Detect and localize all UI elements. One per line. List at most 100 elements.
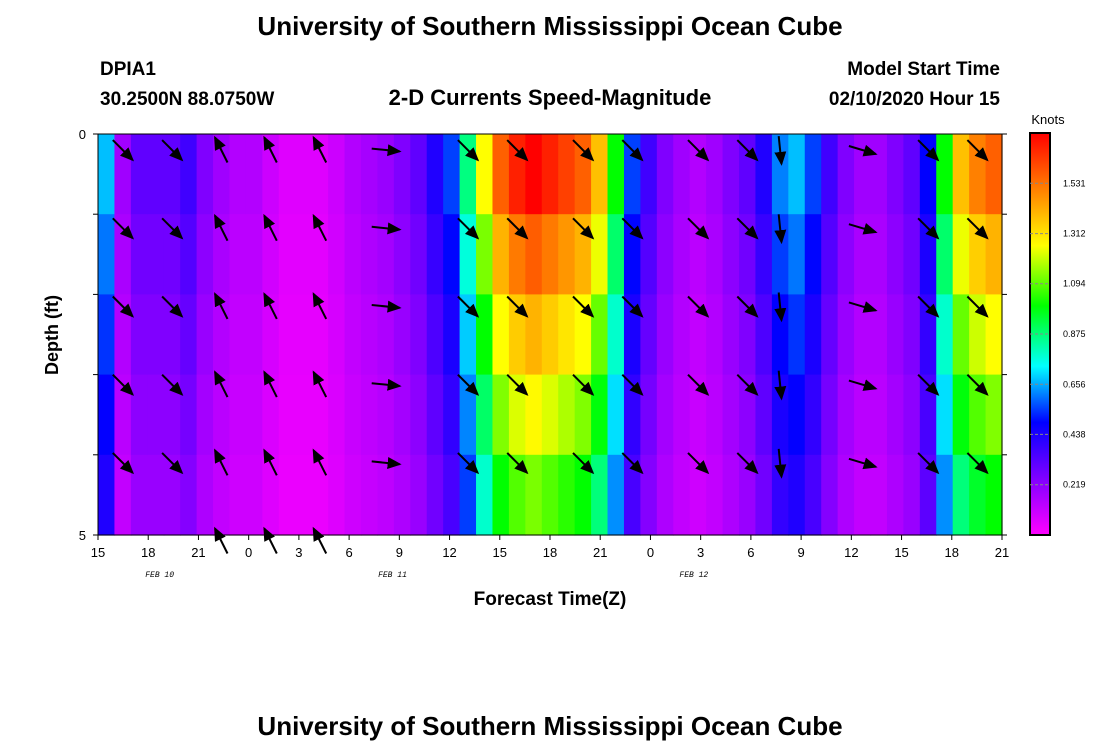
heatmap-cell	[656, 294, 674, 376]
heatmap-cell	[114, 214, 132, 295]
heatmap-cell	[903, 134, 921, 215]
current-arrow	[917, 452, 940, 475]
heatmap-cell	[558, 374, 576, 456]
heatmap-cell	[311, 214, 329, 295]
heatmap-cell	[640, 134, 658, 215]
heatmap-cell	[985, 214, 1003, 295]
heatmap-cell	[163, 374, 181, 456]
current-arrow	[161, 373, 184, 396]
chart-subtitle: 2-D Currents Speed-Magnitude	[389, 85, 712, 110]
heatmap-cell	[393, 134, 411, 215]
y-tick-label: 0	[79, 127, 86, 142]
current-arrow	[214, 135, 229, 163]
current-arrow	[457, 295, 480, 318]
heatmap-cell	[295, 454, 313, 536]
heatmap-cell	[837, 374, 855, 456]
heatmap-cell	[689, 134, 707, 215]
heatmap-cell	[607, 294, 625, 376]
heatmap-cell	[919, 134, 937, 215]
heatmap-cell	[410, 134, 428, 215]
heatmap-cell	[377, 294, 395, 376]
heatmap-cell	[476, 134, 494, 215]
heatmap-cell	[180, 134, 198, 215]
heatmap-cell	[689, 214, 707, 295]
heatmap-cell	[870, 454, 888, 536]
current-arrow	[736, 373, 759, 396]
current-arrow	[774, 292, 787, 323]
current-arrow	[848, 379, 878, 391]
x-tick-label: 15	[894, 545, 908, 560]
heatmap-cell	[623, 134, 641, 215]
heatmap-cell	[558, 214, 576, 295]
heatmap-cell	[508, 454, 526, 536]
heatmap-cell	[311, 134, 329, 215]
heatmap-cell	[722, 454, 740, 536]
heatmap-cell	[656, 374, 674, 456]
heatmap-cell	[245, 134, 263, 215]
heatmap-cell	[229, 374, 247, 456]
heatmap-cell	[919, 454, 937, 536]
current-arrow	[848, 144, 878, 157]
x-tick-label: 21	[593, 545, 607, 560]
heatmap-cell	[804, 294, 822, 376]
heatmap-cell	[245, 374, 263, 456]
current-arrow	[572, 217, 595, 240]
heatmap-cell	[788, 374, 806, 456]
current-arrow	[621, 295, 644, 318]
heatmap-cell	[459, 374, 477, 456]
heatmap-cell	[328, 454, 346, 536]
x-axis: 15 18 21 0 3 6 9 12 15 18 21 0 3 6 9 12 15 18 21	[91, 535, 1009, 560]
current-arrow	[112, 373, 135, 396]
colorbar-tick-label: 1.531	[1063, 178, 1086, 188]
heatmap-cell	[196, 374, 214, 456]
heatmap-cell	[377, 214, 395, 295]
current-arrow	[736, 452, 759, 475]
heatmap-cell	[952, 214, 970, 295]
x-tick-label: 12	[442, 545, 456, 560]
heatmap-cell	[722, 214, 740, 295]
heatmap-cell	[360, 294, 379, 376]
heatmap-cell	[262, 134, 280, 215]
heatmap-cell	[196, 214, 214, 295]
heatmap-cell	[574, 134, 592, 215]
colorbar-ticks: 1.531 1.312 1.094 0.875 0.656 0.438 0.219	[1030, 178, 1086, 490]
heatmap-cell	[837, 134, 855, 215]
heatmap-cell	[278, 454, 296, 536]
current-arrow	[371, 144, 402, 157]
colorbar-tick-label: 0.219	[1063, 480, 1086, 490]
current-arrow	[457, 217, 480, 240]
heatmap-cell	[114, 454, 132, 536]
current-arrow	[506, 295, 529, 318]
x-tick-label: 0	[245, 545, 252, 560]
current-arrow	[687, 139, 710, 162]
heatmap-cell	[788, 134, 806, 215]
x-tick-label: 9	[396, 545, 403, 560]
heatmap-cell	[607, 374, 625, 456]
current-arrow	[848, 223, 878, 235]
current-arrow	[917, 295, 940, 318]
heatmap-cell	[163, 134, 181, 215]
x-tick-label: 6	[747, 545, 754, 560]
heatmap-cell	[443, 134, 461, 215]
heatmap-cell	[295, 134, 313, 215]
heatmap-cell	[344, 134, 362, 215]
current-arrow	[214, 448, 229, 476]
heatmap-cell	[344, 454, 362, 536]
heatmap-cell	[821, 134, 839, 215]
heatmap-cell	[360, 134, 379, 215]
heatmap-cell	[886, 134, 904, 215]
heatmap-cell	[886, 294, 904, 376]
heatmap-cell	[821, 294, 839, 376]
current-arrow	[506, 452, 529, 475]
current-arrow	[263, 370, 278, 398]
heatmap-cell	[426, 134, 444, 215]
current-arrow	[457, 452, 480, 475]
heatmap-cell	[278, 294, 296, 376]
heatmap-cell	[213, 214, 231, 295]
heatmap-cell	[936, 134, 954, 215]
heatmap-cell	[213, 134, 231, 215]
heatmap-cell	[623, 454, 641, 536]
heatmap-cell	[98, 134, 116, 215]
heatmap-cell	[837, 454, 855, 536]
colorbar-tick-label: 0.656	[1063, 379, 1086, 389]
